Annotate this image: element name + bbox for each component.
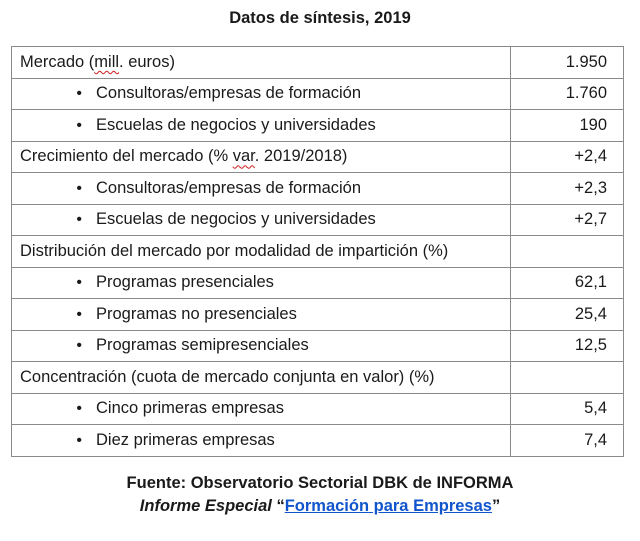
report-line: Informe Especial “Formación para Empresa…: [0, 497, 640, 516]
source-line: Fuente: Observatorio Sectorial DBK de IN…: [126, 474, 514, 492]
table-row: Concentración (cuota de mercado conjunta…: [11, 361, 624, 394]
table-row: Crecimiento del mercado (% var. 2019/201…: [11, 140, 624, 173]
bullet-icon: •: [76, 211, 82, 229]
table-row: • Programas presenciales 62,1: [11, 266, 624, 299]
row-label: Mercado (mill. euros): [11, 46, 511, 79]
row-value: +2,3: [510, 172, 624, 205]
spellcheck-word: var: [232, 147, 255, 166]
bullet-icon: •: [76, 179, 82, 197]
table-row: • Diez primeras empresas 7,4: [11, 424, 624, 457]
summary-table: Mercado (mill. euros) 1.950 • Consultoras…: [11, 46, 624, 457]
row-label: • Programas presenciales: [11, 266, 511, 299]
report-link[interactable]: Formación para Empresas: [284, 497, 492, 515]
table-row: • Cinco primeras empresas 5,4: [11, 392, 624, 425]
table-row: • Consultoras/empresas de formación +2,3: [11, 172, 624, 205]
row-label: Distribución del mercado por modalidad d…: [11, 235, 511, 268]
row-value: [510, 361, 624, 394]
row-label: • Escuelas de negocios y universidades: [11, 203, 511, 236]
bullet-icon: •: [76, 305, 82, 323]
open-quote: “: [276, 497, 285, 515]
bullet-icon: •: [76, 431, 82, 449]
row-value: 1.950: [510, 46, 624, 79]
close-quote: ”: [491, 497, 501, 515]
row-value: +2,4: [510, 140, 624, 173]
row-label: • Programas semipresenciales: [11, 329, 511, 362]
row-label: • Cinco primeras empresas: [11, 392, 511, 425]
spellcheck-word: mill: [94, 52, 120, 71]
table-row: Distribución del mercado por modalidad d…: [11, 235, 624, 268]
row-label: Crecimiento del mercado (% var. 2019/201…: [11, 140, 511, 173]
row-value: 5,4: [510, 392, 624, 425]
table-row: • Consultoras/empresas de formación 1.760: [11, 77, 624, 110]
row-value: [510, 235, 624, 268]
row-label: Concentración (cuota de mercado conjunta…: [11, 361, 511, 394]
table-row: • Escuelas de negocios y universidades +2…: [11, 203, 624, 236]
row-value: 25,4: [510, 298, 624, 331]
table-title: Datos de síntesis, 2019: [229, 9, 411, 27]
row-label: • Programas no presenciales: [11, 298, 511, 331]
row-value: 12,5: [510, 329, 624, 362]
table-row: Mercado (mill. euros) 1.950: [11, 46, 624, 79]
row-value: 7,4: [510, 424, 624, 457]
bullet-icon: •: [76, 116, 82, 134]
table-row: • Programas semipresenciales 12,5: [11, 329, 624, 362]
bullet-icon: •: [76, 274, 82, 292]
table-row: • Escuelas de negocios y universidades 19…: [11, 109, 624, 142]
row-value: 190: [510, 109, 624, 142]
row-value: 62,1: [510, 266, 624, 299]
row-label: • Diez primeras empresas: [11, 424, 511, 457]
row-label: • Consultoras/empresas de formación: [11, 172, 511, 205]
bullet-icon: •: [76, 337, 82, 355]
table-row: • Programas no presenciales 25,4: [11, 298, 624, 331]
row-value: +2,7: [510, 203, 624, 236]
row-label: • Consultoras/empresas de formación: [11, 77, 511, 110]
bullet-icon: •: [76, 400, 82, 418]
row-value: 1.760: [510, 77, 624, 110]
report-label: Informe Especial: [139, 497, 272, 515]
row-label: • Escuelas de negocios y universidades: [11, 109, 511, 142]
bullet-icon: •: [76, 85, 82, 103]
